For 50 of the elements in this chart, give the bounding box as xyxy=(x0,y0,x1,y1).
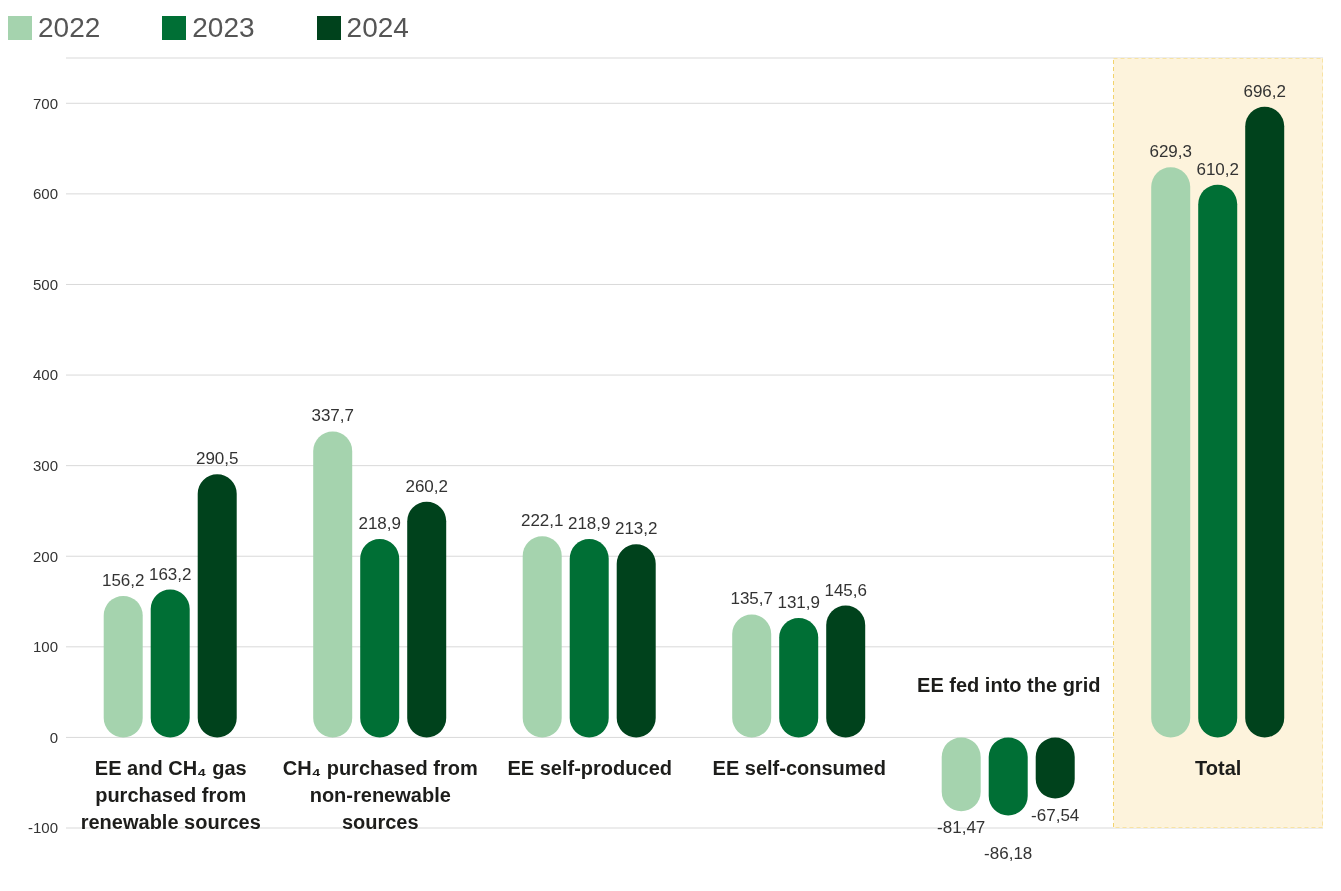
bar xyxy=(1151,167,1191,738)
data-label: 156,2 xyxy=(101,570,145,590)
y-tick-label: 400 xyxy=(32,366,58,384)
y-tick-label: 200 xyxy=(32,547,58,565)
bar xyxy=(197,474,237,738)
x-tick-label: EE self-consumed xyxy=(712,757,886,780)
legend-label: 2023 xyxy=(192,12,255,44)
data-label: -81,47 xyxy=(937,818,986,838)
bar xyxy=(1198,184,1238,738)
data-label: 213,2 xyxy=(614,519,658,539)
data-label: 610,2 xyxy=(1196,159,1239,179)
data-label: 222,1 xyxy=(520,511,564,531)
x-tick-label: EE self-produced xyxy=(507,757,672,780)
data-label: 696,2 xyxy=(1243,81,1286,101)
y-tick-label: 600 xyxy=(32,185,58,203)
y-tick-label: 100 xyxy=(32,638,58,656)
y-tick-label: 0 xyxy=(49,728,58,746)
bar xyxy=(569,539,609,738)
data-label: 163,2 xyxy=(148,564,192,584)
data-label: 131,9 xyxy=(777,592,820,612)
bar xyxy=(522,536,562,738)
x-tick-label: Total xyxy=(1195,757,1242,780)
bar xyxy=(1245,106,1285,738)
data-label: 218,9 xyxy=(567,514,611,534)
bar xyxy=(732,614,772,738)
bar xyxy=(150,589,190,738)
bar xyxy=(313,431,353,738)
data-label: 290,5 xyxy=(195,449,239,469)
data-label: 337,7 xyxy=(311,406,354,426)
legend-label: 2022 xyxy=(38,12,101,44)
bar xyxy=(616,544,656,738)
data-label: 218,9 xyxy=(358,514,401,534)
data-label: 135,7 xyxy=(730,589,773,609)
x-tick-label: CH₄ purchased from non-renewable sources xyxy=(282,757,478,834)
data-label: 260,2 xyxy=(405,476,448,496)
data-label: -67,54 xyxy=(1031,805,1080,825)
y-tick-label: -100 xyxy=(27,819,58,837)
bar xyxy=(103,595,143,738)
x-tick-label: EE fed into the grid xyxy=(917,674,1101,697)
y-tick-label: 700 xyxy=(32,94,58,112)
data-label: 629,3 xyxy=(1149,142,1192,162)
bar xyxy=(360,539,400,738)
data-label: 145,6 xyxy=(824,580,867,600)
bar xyxy=(826,605,866,738)
x-tick-label: EE and CH₄ gas purchased from renewable sources xyxy=(80,757,261,834)
legend-label: 2024 xyxy=(346,12,409,44)
y-tick-label: 300 xyxy=(32,456,58,474)
bar xyxy=(407,501,447,738)
data-label: -86,18 xyxy=(984,844,1033,864)
y-tick-label: 500 xyxy=(32,275,58,293)
